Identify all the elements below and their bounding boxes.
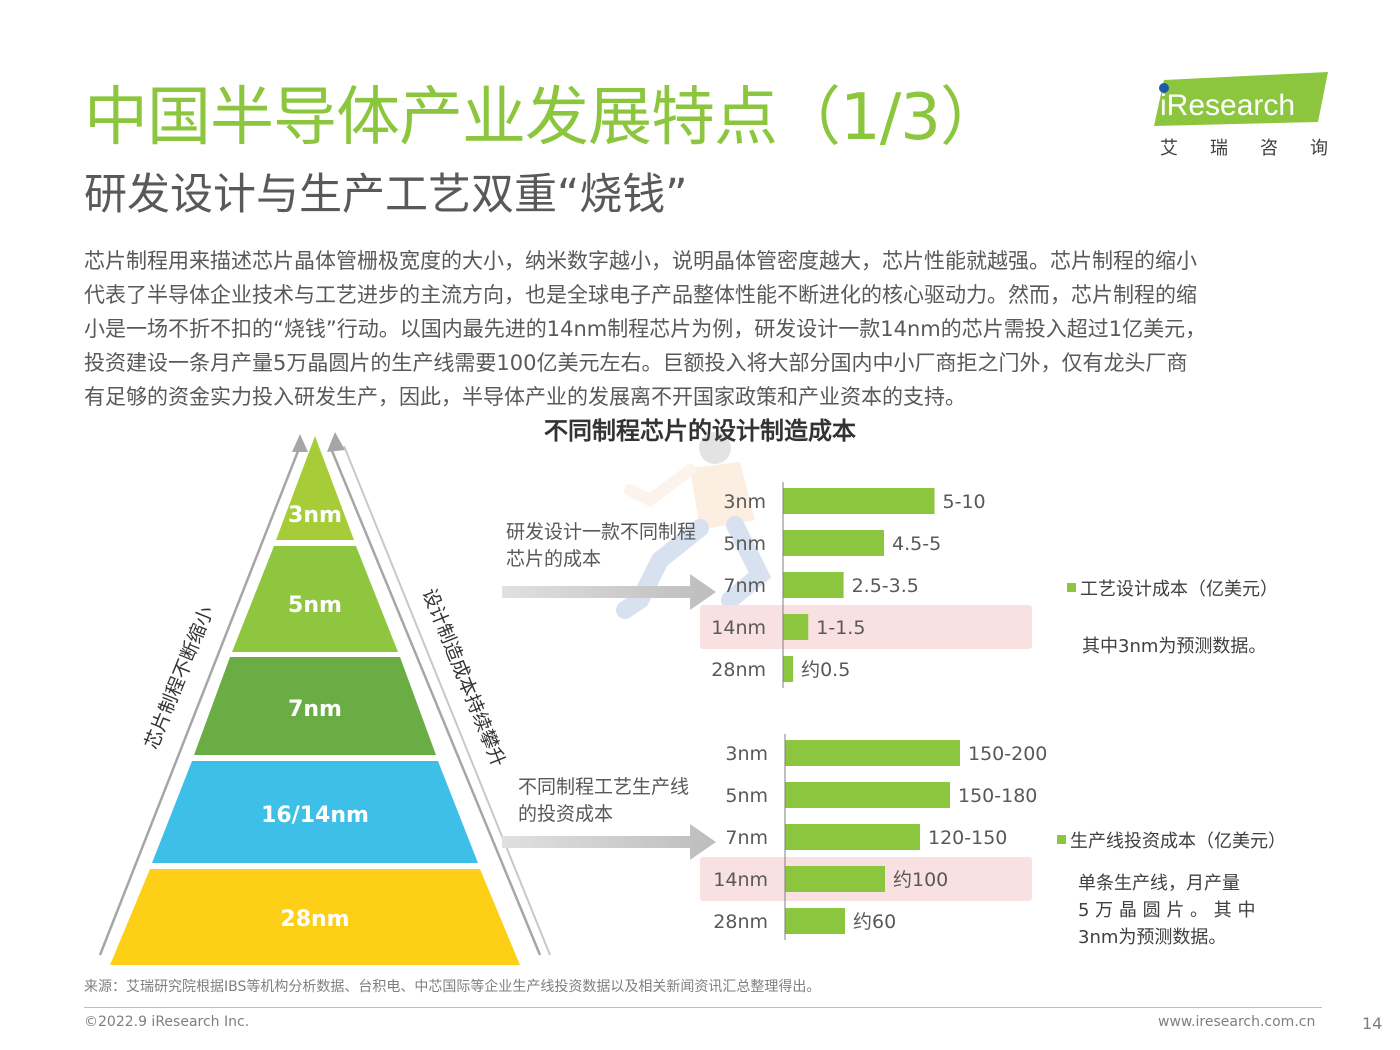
body-line: 芯片制程用来描述芯片晶体管栅极宽度的大小，纳米数字越小，说明晶体管密度越大，芯片… xyxy=(84,249,1197,273)
invest-note-1: 单条生产线，月产量 xyxy=(1078,873,1240,894)
design-note: 其中3nm为预测数据。 xyxy=(1082,636,1266,657)
iresearch-logo: iResearch 艾 瑞 咨 询 xyxy=(1154,72,1328,159)
invest-group-label-2: 的投资成本 xyxy=(518,803,613,825)
design-group-label-2: 芯片的成本 xyxy=(506,548,601,570)
footer-divider xyxy=(84,1007,1322,1008)
category-label-14nm: 14nm xyxy=(713,869,768,891)
invest-group-label-1: 不同制程工艺生产线 xyxy=(518,776,689,798)
tier-label-7nm: 7nm xyxy=(288,697,342,722)
bar-14nm xyxy=(785,866,885,892)
pyramid-tier-7nm xyxy=(194,657,436,755)
value-label-28nm: 约60 xyxy=(853,911,896,933)
bar-5nm xyxy=(783,530,884,556)
right-pyramid-arrow-a xyxy=(328,445,542,956)
right-arrow-head-icon xyxy=(327,432,345,452)
invest-legend-swatch xyxy=(1057,835,1066,844)
page-title: 中国半导体产业发展特点（1/3） xyxy=(84,81,1004,155)
process-pyramid: 3nm 5nm 7nm 16/14nm 28nm xyxy=(110,436,520,965)
design-flow-arrow xyxy=(502,574,716,610)
invest-note-2: 5 万 晶 圆 片 。 其 中 xyxy=(1078,900,1256,921)
chart-title: 不同制程芯片的设计制造成本 xyxy=(544,417,856,445)
body-line: 投资建设一条月产量5万晶圆片的生产线需要100亿美元左右。巨额投入将大部分国内中… xyxy=(84,351,1188,375)
pyramid-tier-3nm xyxy=(276,436,354,540)
category-label-3nm: 3nm xyxy=(723,491,766,513)
bar-14nm xyxy=(783,614,809,640)
website-link[interactable]: www.iresearch.com.cn xyxy=(1158,1014,1316,1030)
logo-cn-3: 咨 xyxy=(1260,138,1278,159)
bar-28nm xyxy=(785,908,845,934)
bar-5nm xyxy=(785,782,950,808)
value-label-14nm: 约100 xyxy=(893,869,948,891)
tier-label-5nm: 5nm xyxy=(288,593,342,618)
category-label-3nm: 3nm xyxy=(725,743,768,765)
category-label-28nm: 28nm xyxy=(711,659,766,681)
design-cost-chart: 3nm 5-10 5nm 4.5-5 7nm 2.5-3.5 14nm 1-1.5 28nm 约0… xyxy=(700,482,1032,688)
tier-label-28nm: 28nm xyxy=(280,907,349,932)
pyramid-tier-5nm xyxy=(232,546,398,652)
category-label-5nm: 5nm xyxy=(723,533,766,555)
bar-3nm xyxy=(783,488,935,514)
invest-flow-arrow xyxy=(502,824,716,860)
runner-illustration xyxy=(616,432,772,619)
value-label-3nm: 150-200 xyxy=(968,743,1047,765)
category-label-7nm: 7nm xyxy=(723,575,766,597)
body-line: 代表了半导体企业技术与工艺进步的主流方向，也是全球电子产品整体性能不断进化的核心… xyxy=(84,283,1197,307)
value-label-3nm: 5-10 xyxy=(943,491,986,513)
body-line: 小是一场不折不扣的“烧钱”行动。以国内最先进的14nm制程芯片为例，研发设计一款… xyxy=(84,317,1207,341)
left-pyramid-arrow xyxy=(98,445,302,956)
right-pyramid-arrow-b xyxy=(343,445,551,956)
body-line: 有足够的资金实力投入研发生产，因此，半导体产业的发展离不开国家政策和产业资本的支… xyxy=(84,385,966,409)
design-legend-swatch xyxy=(1067,583,1076,592)
value-label-28nm: 约0.5 xyxy=(801,659,850,681)
page-subtitle: 研发设计与生产工艺双重“烧钱” xyxy=(84,170,688,220)
category-label-28nm: 28nm xyxy=(713,911,768,933)
page-number: 14 xyxy=(1362,1014,1383,1033)
pyramid-tier-28nm xyxy=(110,869,520,965)
value-label-7nm: 2.5-3.5 xyxy=(852,575,919,597)
category-label-7nm: 7nm xyxy=(725,827,768,849)
category-label-14nm: 14nm xyxy=(711,617,766,639)
category-label-5nm: 5nm xyxy=(725,785,768,807)
copyright: ©2022.9 iResearch Inc. xyxy=(84,1014,250,1030)
design-legend-label: 工艺设计成本（亿美元） xyxy=(1080,579,1278,600)
value-label-5nm: 150-180 xyxy=(958,785,1037,807)
value-label-7nm: 120-150 xyxy=(928,827,1007,849)
bar-3nm xyxy=(785,740,960,766)
logo-cn-1: 艾 xyxy=(1160,138,1178,159)
logo-cn-4: 询 xyxy=(1310,138,1328,159)
value-label-5nm: 4.5-5 xyxy=(892,533,941,555)
bar-7nm xyxy=(783,572,844,598)
logo-dot-icon xyxy=(1159,83,1169,93)
body-paragraph: 芯片制程用来描述芯片晶体管栅极宽度的大小，纳米数字越小，说明晶体管密度越大，芯片… xyxy=(84,244,1324,414)
source-note: 来源：艾瑞研究院根据IBS等机构分析数据、台积电、中芯国际等企业生产线投资数据以… xyxy=(84,979,821,995)
pyramid-tier-16-14nm xyxy=(152,761,478,863)
cost-diagram: 芯片制程不断缩小 设计制造成本持续攀升 3nm 5nm 7nm 16/14nm … xyxy=(98,432,1286,965)
invest-legend-label: 生产线投资成本（亿美元） xyxy=(1070,831,1286,852)
bar-28nm xyxy=(783,656,794,682)
value-label-14nm: 1-1.5 xyxy=(816,617,865,639)
logo-banner xyxy=(1154,72,1328,126)
investment-cost-chart: 3nm 150-200 5nm 150-180 7nm 120-150 14nm 约100 28… xyxy=(700,734,1047,940)
left-arrow-head-icon xyxy=(292,434,308,452)
tier-label-3nm: 3nm xyxy=(288,503,342,528)
logo-brand: iResearch xyxy=(1160,89,1295,122)
bar-7nm xyxy=(785,824,920,850)
logo-cn-2: 瑞 xyxy=(1210,138,1228,159)
tier-label-16-14nm: 16/14nm xyxy=(261,803,369,828)
design-group-label-1: 研发设计一款不同制程 xyxy=(506,521,696,543)
invest-note-3: 3nm为预测数据。 xyxy=(1078,927,1226,948)
